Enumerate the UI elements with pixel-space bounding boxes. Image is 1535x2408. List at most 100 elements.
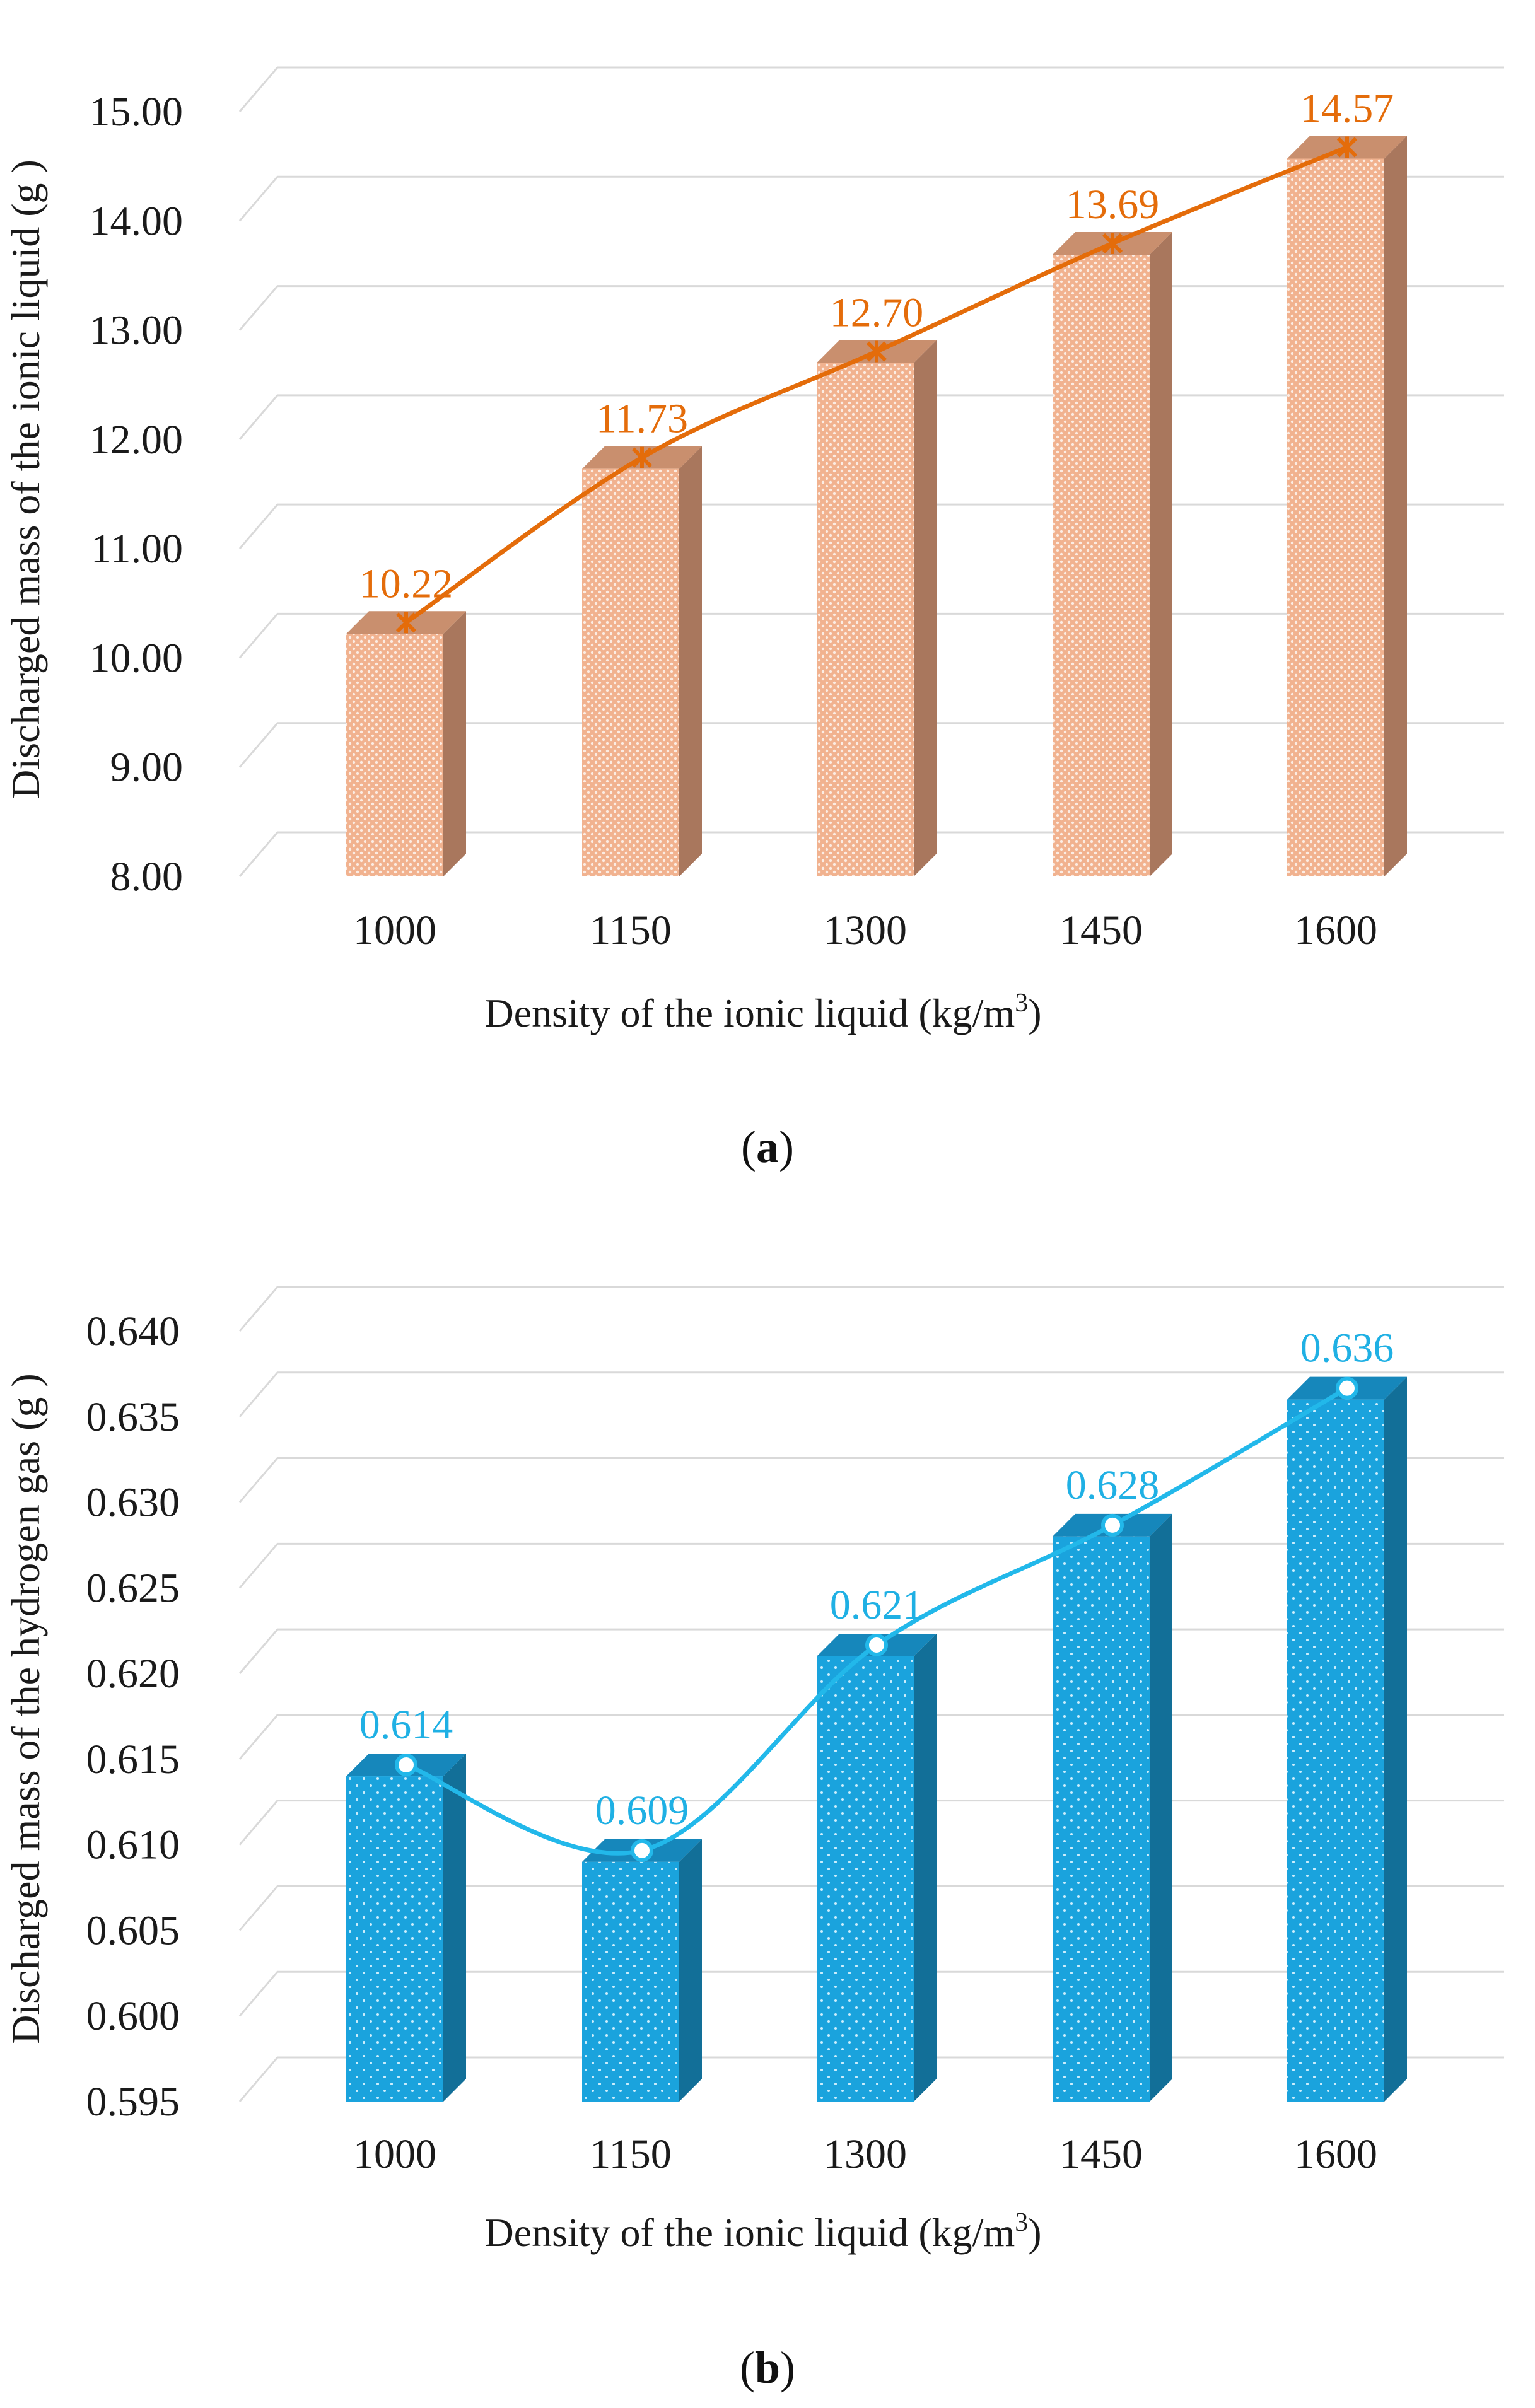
data-label: 0.614 [359, 1702, 453, 1748]
x-tick-label: 1000 [353, 2131, 436, 2177]
y-tick-label: 15.00 [90, 89, 184, 135]
y-tick-label: 8.00 [110, 854, 184, 900]
bar-side [1384, 136, 1407, 877]
bar-front [817, 1656, 914, 2102]
y-tick-label: 0.600 [86, 1993, 180, 2039]
trend-marker [395, 612, 417, 634]
bar-side [914, 1633, 937, 2102]
x-tick-label: 1300 [824, 907, 907, 953]
x-tick-label: 1000 [353, 907, 436, 953]
bar [1287, 136, 1407, 877]
y-tick-label: 0.620 [86, 1651, 180, 1697]
y-tick-label: 0.615 [86, 1736, 180, 1783]
x-tick-label: 1600 [1294, 907, 1377, 953]
y-tick-label: 12.00 [90, 417, 184, 463]
chart-panel-b: 0.595 0.600 0.605 0.610 0.615 0.620 0.625 0.630… [3, 1286, 1504, 2255]
y-tick-label: 0.610 [86, 1822, 180, 1868]
bars-a [346, 136, 1407, 877]
data-label: 12.70 [830, 290, 924, 336]
y-axis-title-a: Discharged mass of the ionic liquid (g ) [3, 160, 48, 799]
bar-side [1384, 1376, 1407, 2102]
x-tick-label: 1450 [1059, 907, 1143, 953]
trend-marker [866, 340, 887, 363]
bar-side [1150, 232, 1172, 876]
y-tick-label: 0.605 [86, 1907, 180, 1953]
x-axis-ticks-b: 1000 1150 1300 1450 1600 [353, 2131, 1377, 2177]
gridline [238, 66, 1504, 112]
panel-caption-a: (a) [741, 1122, 794, 1172]
bar [1053, 1513, 1172, 2102]
data-label: 10.22 [359, 561, 453, 607]
data-labels-b: 0.614 0.609 0.621 0.628 0.636 [359, 1325, 1394, 1834]
y-tick-label: 0.640 [86, 1308, 180, 1354]
bar-front [817, 363, 914, 876]
y-tick-label: 0.595 [86, 2079, 180, 2125]
y-tick-label: 0.625 [86, 1565, 180, 1611]
x-tick-label: 1150 [590, 907, 672, 953]
data-label: 0.609 [595, 1788, 689, 1834]
bar [1053, 232, 1172, 876]
x-tick-label: 1450 [1059, 2131, 1143, 2177]
bar-side [914, 340, 937, 876]
gridline [238, 1457, 1504, 1503]
trend-marker [1336, 136, 1358, 158]
bar-front [582, 1861, 679, 2102]
trend-marker [865, 1633, 888, 1656]
y-axis-ticks-a: 8.00 9.00 10.00 11.00 12.00 13.00 14.00 15.00 [90, 89, 184, 900]
bar-front [346, 1776, 443, 2102]
y-tick-label: 13.00 [90, 308, 184, 354]
x-axis-ticks-a: 1000 1150 1300 1450 1600 [353, 907, 1377, 953]
bar [582, 446, 702, 876]
y-tick-label: 11.00 [91, 526, 183, 572]
data-label: 14.57 [1300, 86, 1394, 132]
data-label: 0.621 [830, 1582, 924, 1628]
x-tick-label: 1150 [590, 2131, 672, 2177]
data-label: 13.69 [1066, 182, 1160, 228]
trend-line-a [395, 136, 1358, 634]
bars-b [346, 1376, 1407, 2102]
bar-side [679, 446, 702, 876]
bar-front [1287, 1399, 1384, 2102]
bar-front [346, 634, 443, 876]
bar-side [679, 1839, 702, 2102]
x-tick-label: 1600 [1294, 2131, 1377, 2177]
x-axis-title-a: Density of the ionic liquid (kg/m3) [484, 989, 1041, 1035]
y-tick-label: 9.00 [110, 745, 184, 791]
bar-side [443, 1754, 466, 2102]
data-label: 0.636 [1300, 1325, 1394, 1371]
y-tick-label: 0.630 [86, 1480, 180, 1526]
x-tick-label: 1300 [824, 2131, 907, 2177]
chart-panel-a: 8.00 9.00 10.00 11.00 12.00 13.00 14.00 15.00 1… [3, 66, 1504, 1035]
trend-marker [1101, 1513, 1124, 1537]
panel-letter-b: b [754, 2342, 781, 2393]
y-axis-title-b: Discharged mass of the hydrogen gas (g ) [3, 1373, 48, 2044]
bar [582, 1839, 702, 2102]
gridline [238, 175, 1504, 222]
data-label: 0.628 [1066, 1462, 1160, 1508]
bar-side [1150, 1513, 1172, 2102]
y-tick-label: 0.635 [86, 1394, 180, 1440]
trend-marker [631, 446, 653, 468]
bar-side [443, 611, 466, 876]
y-tick-label: 14.00 [90, 198, 184, 244]
gridline [238, 1371, 1504, 1417]
data-label: 11.73 [596, 396, 688, 442]
trend-marker [631, 1839, 653, 1862]
panel-letter-a: a [756, 1122, 779, 1172]
gridlines-a [238, 66, 1504, 877]
bar-front [582, 468, 679, 876]
trend-marker [1336, 1376, 1358, 1400]
x-axis-title-b: Density of the ionic liquid (kg/m3) [484, 2208, 1041, 2255]
bar [817, 1633, 937, 2102]
data-labels-a: 10.22 11.73 12.70 13.69 14.57 [359, 86, 1394, 607]
y-axis-ticks-b: 0.595 0.600 0.605 0.610 0.615 0.620 0.625 0.630… [86, 1308, 180, 2125]
bar-front [1287, 158, 1384, 877]
trend-line-b [395, 1376, 1358, 1862]
gridline [238, 1286, 1504, 1332]
y-tick-label: 10.00 [90, 635, 184, 681]
trend-marker [1102, 233, 1123, 255]
bar [346, 611, 466, 876]
bar [817, 340, 937, 876]
bar [1287, 1376, 1407, 2102]
